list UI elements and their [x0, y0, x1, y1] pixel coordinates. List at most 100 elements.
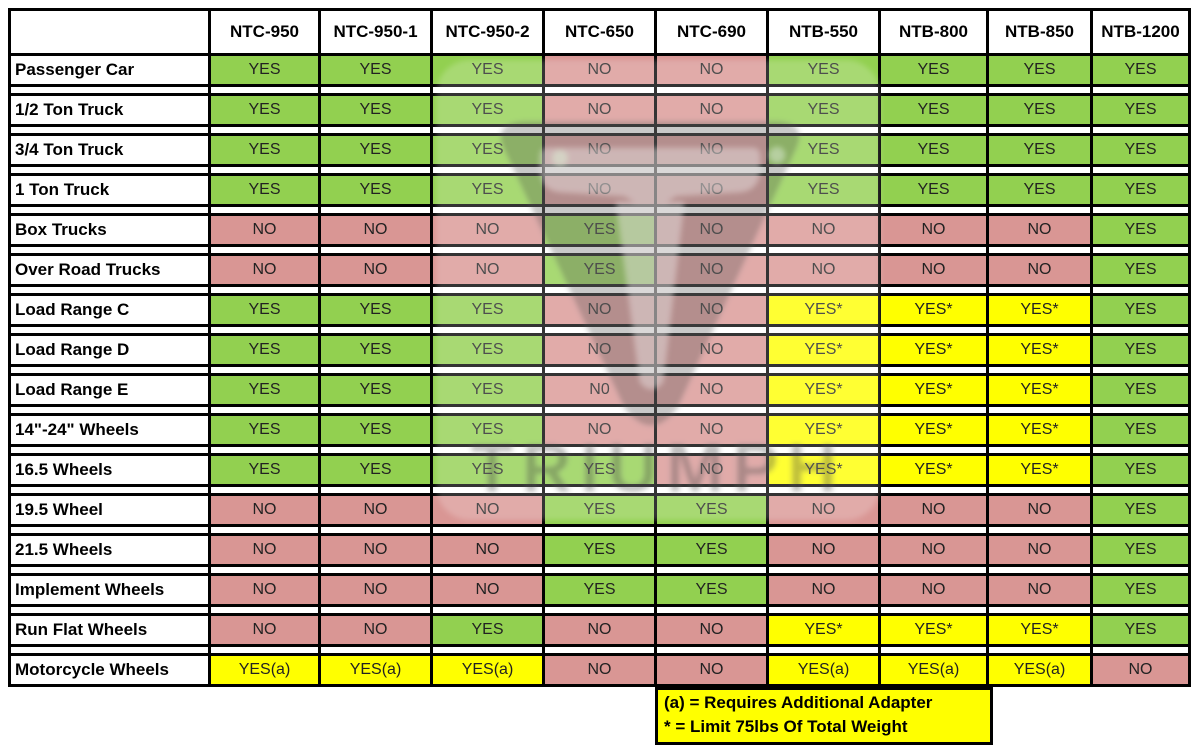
spacer-row — [8, 524, 1191, 536]
value-cell: YES — [542, 493, 657, 527]
value-cell: YES — [986, 133, 1093, 167]
value-cell: YES — [208, 133, 321, 167]
value-cell: YES* — [766, 453, 881, 487]
value-cell: NO — [318, 253, 433, 287]
spacer-cell — [318, 564, 433, 576]
row-label: 21.5 Wheels — [8, 533, 211, 567]
spacer-cell — [542, 524, 657, 536]
table-row: Load Range E YES YES YES N0 NO YES* YES* YES* YES — [8, 373, 1191, 407]
row-label: 19.5 Wheel — [8, 493, 211, 527]
spacer-row — [8, 204, 1191, 216]
spacer-cell — [318, 164, 433, 176]
value-cell: YES — [1090, 533, 1191, 567]
value-cell: NO — [318, 573, 433, 607]
value-cell: YES — [1090, 93, 1191, 127]
spacer-cell — [318, 484, 433, 496]
spacer-cell — [542, 124, 657, 136]
value-cell: YES — [208, 93, 321, 127]
spacer-cell — [208, 564, 321, 576]
value-cell: YES — [318, 173, 433, 207]
spacer-cell — [430, 444, 545, 456]
row-label: 1 Ton Truck — [8, 173, 211, 207]
spacer-cell — [8, 164, 211, 176]
spacer-cell — [986, 484, 1093, 496]
spacer-cell — [654, 364, 769, 376]
spacer-row — [8, 364, 1191, 376]
spacer-cell — [208, 244, 321, 256]
spacer-cell — [986, 84, 1093, 96]
spacer-cell — [878, 524, 989, 536]
value-cell: YES — [1090, 573, 1191, 607]
table-row: Load Range C YES YES YES NO NO YES* YES* YES* YES — [8, 293, 1191, 327]
value-cell: YES* — [878, 373, 989, 407]
value-cell: YES(a) — [766, 653, 881, 687]
column-header-ntb-550: NTB-550 — [766, 8, 881, 56]
spacer-cell — [1090, 124, 1191, 136]
value-cell: NO — [542, 653, 657, 687]
legend-line-weight: * = Limit 75lbs Of Total Weight — [664, 717, 908, 736]
value-cell: YES — [430, 173, 545, 207]
spacer-cell — [8, 524, 211, 536]
spacer-cell — [878, 444, 989, 456]
column-header-ntc-650: NTC-650 — [542, 8, 657, 56]
value-cell: YES — [430, 93, 545, 127]
table-row: 16.5 Wheels YES YES YES YES NO YES* YES* YES* YES — [8, 453, 1191, 487]
row-label: Box Trucks — [8, 213, 211, 247]
value-cell: YES — [542, 573, 657, 607]
spacer-cell — [542, 404, 657, 416]
value-cell: NO — [986, 573, 1093, 607]
legend-line-adapter: (a) = Requires Additional Adapter — [664, 693, 933, 712]
spacer-cell — [986, 644, 1093, 656]
spacer-cell — [208, 164, 321, 176]
spacer-cell — [766, 404, 881, 416]
spacer-cell — [654, 84, 769, 96]
spacer-cell — [8, 84, 211, 96]
value-cell: YES — [542, 253, 657, 287]
row-label: Implement Wheels — [8, 573, 211, 607]
value-cell: NO — [208, 533, 321, 567]
spacer-cell — [430, 364, 545, 376]
value-cell: YES — [654, 533, 769, 567]
spacer-cell — [542, 284, 657, 296]
value-cell: YES — [318, 373, 433, 407]
value-cell: NO — [986, 533, 1093, 567]
table-row: Over Road Trucks NO NO NO YES NO NO NO NO YES — [8, 253, 1191, 287]
column-header-ntc-690: NTC-690 — [654, 8, 769, 56]
spacer-cell — [8, 204, 211, 216]
spacer-cell — [986, 124, 1093, 136]
spacer-cell — [766, 484, 881, 496]
value-cell: NO — [318, 533, 433, 567]
value-cell: YES — [542, 213, 657, 247]
value-cell: YES — [1090, 253, 1191, 287]
spacer-cell — [208, 524, 321, 536]
spacer-cell — [766, 164, 881, 176]
spacer-cell — [8, 284, 211, 296]
value-cell: NO — [654, 653, 769, 687]
value-cell: YES — [654, 493, 769, 527]
value-cell: NO — [766, 573, 881, 607]
value-cell: YES — [208, 373, 321, 407]
spacer-cell — [878, 284, 989, 296]
spacer-cell — [542, 644, 657, 656]
spacer-cell — [8, 324, 211, 336]
value-cell: YES — [542, 533, 657, 567]
value-cell: YES — [208, 453, 321, 487]
value-cell: YES — [430, 333, 545, 367]
spacer-cell — [430, 244, 545, 256]
spacer-cell — [986, 284, 1093, 296]
value-cell: NO — [208, 253, 321, 287]
row-label: 14"-24" Wheels — [8, 413, 211, 447]
table-row: Load Range D YES YES YES NO NO YES* YES* YES* YES — [8, 333, 1191, 367]
value-cell: YES — [430, 133, 545, 167]
spacer-cell — [318, 244, 433, 256]
value-cell: YES* — [878, 293, 989, 327]
value-cell: NO — [986, 493, 1093, 527]
spacer-cell — [430, 84, 545, 96]
table-row: 1 Ton Truck YES YES YES NO NO YES YES YES YES — [8, 173, 1191, 207]
spacer-cell — [8, 604, 211, 616]
spacer-cell — [654, 244, 769, 256]
spacer-cell — [766, 524, 881, 536]
value-cell: YES* — [766, 613, 881, 647]
value-cell: YES — [430, 53, 545, 87]
value-cell: YES — [1090, 173, 1191, 207]
